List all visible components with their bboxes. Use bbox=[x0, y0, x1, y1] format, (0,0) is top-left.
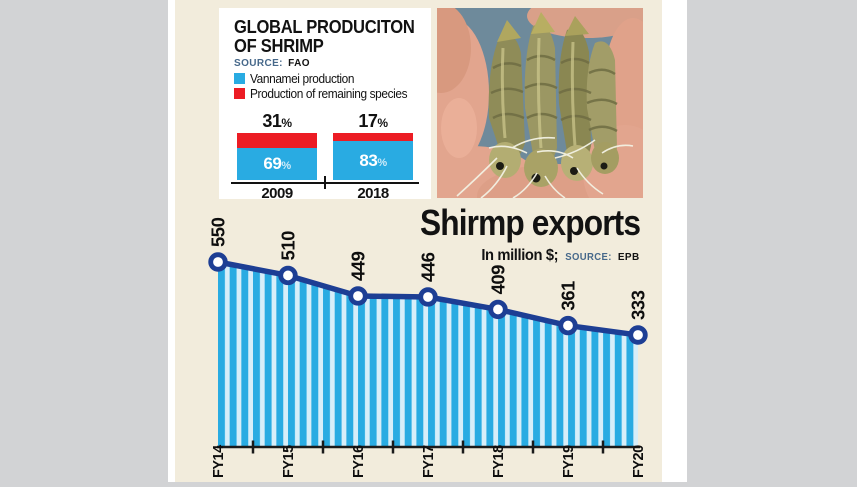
category-label: FY15 bbox=[281, 445, 297, 478]
production-title-line2: OF SHRIMP bbox=[234, 36, 324, 56]
exports-chart: 550 510 449 446 409 361 333 FY14 FY15 FY16 FY17 FY1… bbox=[175, 210, 662, 482]
remaining-species-segment bbox=[237, 133, 317, 148]
remaining-species-share-label: 17% bbox=[358, 111, 388, 131]
data-point-FY17 bbox=[418, 287, 438, 307]
remaining-species-share-label: 31% bbox=[262, 111, 292, 131]
value-label: 446 bbox=[418, 252, 439, 282]
value-label: 333 bbox=[628, 290, 649, 320]
exports-unit: In million $; bbox=[481, 247, 559, 264]
global-production-panel: GLOBAL PRODUCITON OF SHRIMP SOURCE: FAO … bbox=[219, 8, 431, 202]
production-bars: 31% 69% 2009 17% 83% 2018 bbox=[219, 111, 431, 202]
production-panel-title: GLOBAL PRODUCITON OF SHRIMP bbox=[234, 18, 418, 56]
production-source-value: FAO bbox=[288, 58, 310, 69]
exports-area-chart: 550 510 449 446 409 361 333 FY14 FY15 FY16 FY17 FY1… bbox=[208, 217, 649, 478]
legend-swatch bbox=[234, 88, 245, 99]
value-label: 361 bbox=[558, 281, 579, 311]
shrimp-photo-illustration bbox=[437, 8, 643, 198]
production-title-line1: GLOBAL PRODUCITON bbox=[234, 17, 415, 37]
value-label: 409 bbox=[488, 265, 509, 295]
shrimp-photo bbox=[437, 8, 643, 198]
data-point-FY20 bbox=[628, 325, 648, 345]
data-point-FY14 bbox=[208, 252, 228, 272]
bar-year-label: 2009 bbox=[261, 185, 293, 202]
vannamei-share-label: 69% bbox=[263, 154, 291, 173]
exports-subtitle: In million $; SOURCE: EPB bbox=[482, 247, 640, 265]
bar-year-label: 2018 bbox=[357, 185, 389, 202]
vannamei-segment bbox=[333, 141, 413, 180]
data-point-FY16 bbox=[348, 286, 368, 306]
category-label: FY16 bbox=[351, 445, 367, 478]
stacked-bar: 83% bbox=[333, 133, 413, 180]
value-label: 510 bbox=[278, 231, 299, 261]
category-label: FY14 bbox=[211, 445, 227, 478]
exports-title: Shirmp exports bbox=[419, 202, 641, 243]
category-label: FY17 bbox=[421, 445, 437, 478]
vannamei-share-label: 83% bbox=[359, 150, 387, 170]
remaining-species-segment bbox=[333, 133, 413, 141]
area-fill bbox=[218, 262, 638, 447]
category-label: FY18 bbox=[491, 445, 507, 478]
value-label: 449 bbox=[348, 251, 369, 281]
data-point-FY19 bbox=[558, 315, 578, 336]
category-label: FY19 bbox=[561, 445, 577, 478]
value-label: 550 bbox=[208, 217, 229, 247]
vannamei-segment bbox=[237, 148, 317, 180]
legend-label: Vannamei production bbox=[250, 71, 355, 86]
production-legend: Vannamei production Production of remaini… bbox=[234, 72, 426, 102]
production-source: SOURCE: FAO bbox=[234, 58, 310, 69]
exports-source-value: EPB bbox=[618, 251, 640, 263]
data-point-FY18 bbox=[488, 299, 508, 320]
legend-item: Production of remaining species bbox=[234, 86, 426, 101]
legend-label: Production of remaining species bbox=[250, 86, 408, 101]
production-source-label: SOURCE: bbox=[234, 58, 283, 69]
legend-swatch bbox=[234, 73, 245, 84]
bar-baseline-tick bbox=[324, 176, 326, 189]
exports-source-label: SOURCE: bbox=[565, 252, 613, 263]
legend-item: Vannamei production bbox=[234, 71, 426, 86]
data-point-FY15 bbox=[278, 265, 298, 286]
newspaper-clipping: GLOBAL PRODUCITON OF SHRIMP SOURCE: FAO … bbox=[168, 0, 687, 482]
stacked-bar: 69% bbox=[237, 133, 317, 180]
category-label: FY20 bbox=[631, 445, 647, 478]
